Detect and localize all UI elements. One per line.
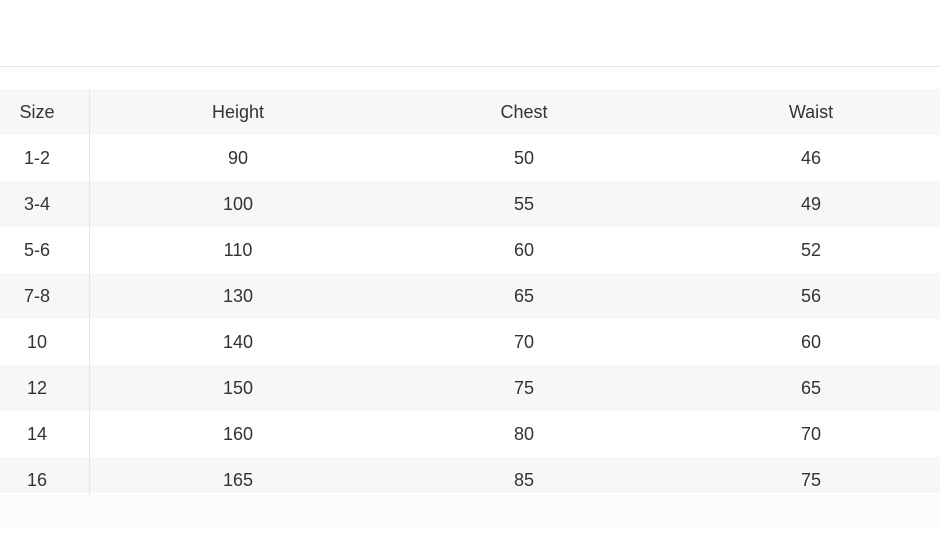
table-row: 3-4 100 55 49 <box>0 181 940 227</box>
cell-size: 3-4 <box>23 194 50 214</box>
cell-size: 5-6 <box>23 240 50 260</box>
header-size: Size <box>19 102 55 122</box>
cell-height: 165 <box>222 470 254 490</box>
column-divider <box>89 89 90 495</box>
header-waist: Waist <box>788 102 834 122</box>
cell-height: 160 <box>222 424 254 444</box>
cell-chest: 85 <box>513 470 535 490</box>
cell-height: 150 <box>222 378 254 398</box>
cell-height: 100 <box>222 194 254 214</box>
cell-height: 130 <box>222 286 254 306</box>
cell-waist: 49 <box>800 194 822 214</box>
cell-waist: 60 <box>800 332 822 352</box>
cell-chest: 65 <box>513 286 535 306</box>
table-footer-band <box>0 495 940 528</box>
cell-chest: 75 <box>513 378 535 398</box>
cell-size: 10 <box>26 332 48 352</box>
cell-waist: 56 <box>800 286 822 306</box>
cell-chest: 70 <box>513 332 535 352</box>
table-row: 14 160 80 70 <box>0 411 940 457</box>
cell-height: 110 <box>223 240 253 260</box>
cell-size: 12 <box>26 378 48 398</box>
table-row: 7-8 130 65 56 <box>0 273 940 319</box>
table-row: 1-2 90 50 46 <box>0 135 940 181</box>
header-chest: Chest <box>500 102 548 122</box>
cell-chest: 60 <box>513 240 535 260</box>
cell-size: 7-8 <box>23 286 50 306</box>
table-row: 10 140 70 60 <box>0 319 940 365</box>
cell-height: 140 <box>222 332 254 352</box>
cell-size: 16 <box>26 470 48 490</box>
cell-waist: 46 <box>800 148 822 168</box>
cell-waist: 65 <box>800 378 822 398</box>
size-chart-table: Size Height Chest Waist 1-2 90 50 46 3-4 100 5… <box>0 89 940 493</box>
cell-chest: 55 <box>513 194 535 214</box>
cell-waist: 75 <box>800 470 822 490</box>
cell-waist: 70 <box>800 424 822 444</box>
cell-size: 14 <box>26 424 48 444</box>
cell-waist: 52 <box>800 240 822 260</box>
table-row: 12 150 75 65 <box>0 365 940 411</box>
table-row: 5-6 110 60 52 <box>0 227 940 273</box>
header-height: Height <box>211 102 265 122</box>
cell-chest: 50 <box>513 148 535 168</box>
cell-height: 90 <box>227 148 249 168</box>
top-divider <box>0 66 940 67</box>
table-row: 16 165 85 75 <box>0 457 940 493</box>
table-header-row: Size Height Chest Waist <box>0 89 940 135</box>
cell-size: 1-2 <box>23 148 50 168</box>
cell-chest: 80 <box>513 424 535 444</box>
